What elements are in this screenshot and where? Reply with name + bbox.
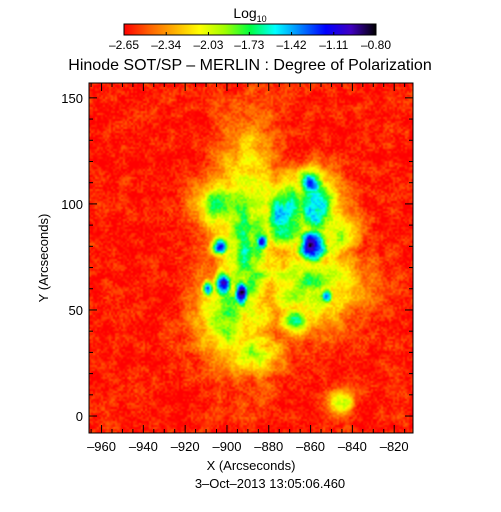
colorbar-ticks: –2.65 –2.34 –2.03 –1.73 –1.42 –1.11 –0.80 (109, 32, 391, 52)
colorbar-tick-label: –1.73 (234, 38, 264, 52)
x-tick-label: –960 (87, 439, 116, 454)
colorbar-tick-label: –2.34 (151, 38, 181, 52)
x-tick-label: –920 (171, 439, 200, 454)
timestamp: 3–Oct–2013 13:05:06.460 (195, 476, 345, 491)
colorbar-tick-label: –0.80 (361, 38, 391, 52)
x-axis-label: X (Arcseconds) (207, 458, 296, 473)
x-tick-label: –880 (254, 439, 283, 454)
plot-frame (88, 82, 414, 434)
x-tick-label: –860 (296, 439, 325, 454)
y-tick-label: 0 (76, 409, 83, 424)
x-tick-label: –900 (213, 439, 242, 454)
colorbar-tick-label: –1.42 (277, 38, 307, 52)
colorbar-tick-label: –2.03 (193, 38, 223, 52)
heatmap-image (89, 83, 413, 433)
x-tick-label: –940 (129, 439, 158, 454)
colorbar: Log10 –2.65 –2.34 –2.03 –1.73 –1.42 –1.11 –0.8… (109, 5, 391, 52)
colorbar-strip (123, 23, 377, 36)
colorbar-label: Log10 (233, 5, 266, 24)
colorbar-tick-label: –2.65 (109, 38, 139, 52)
y-tick-label: 150 (61, 91, 83, 106)
x-tick-label: –820 (380, 439, 409, 454)
y-axis: 0 50 100 150 (61, 91, 413, 424)
y-tick-label: 50 (69, 303, 83, 318)
chart-title: Hinode SOT/SP – MERLIN : Degree of Polar… (68, 57, 431, 74)
colorbar-label-base: Log (233, 5, 256, 21)
colorbar-tick-label: –1.11 (319, 38, 348, 52)
y-axis-label: Y (Arcseconds) (36, 214, 51, 303)
x-tick-label: –840 (338, 439, 367, 454)
y-tick-label: 100 (61, 197, 83, 212)
colorbar-label-subscript: 10 (257, 14, 267, 24)
x-axis: –960 –940 –920 –900 –880 –860 –840 –820 (87, 83, 409, 454)
plot-area (89, 83, 413, 433)
